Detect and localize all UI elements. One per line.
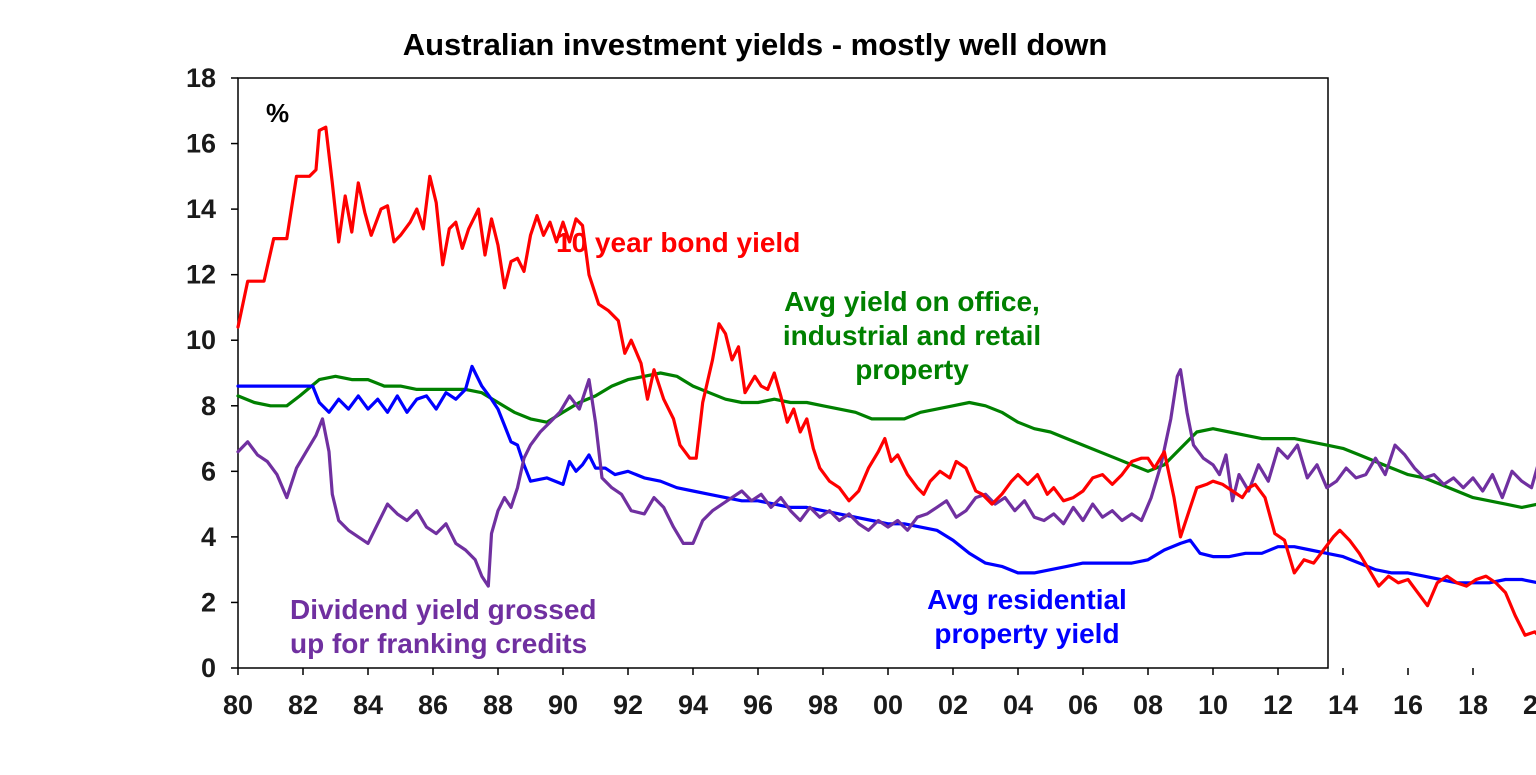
x-tick-label: 02: [938, 690, 968, 720]
x-tick-label: 12: [1263, 690, 1293, 720]
series-annotations: 10 year bond yield Avg yield on office,in…: [290, 227, 1127, 659]
annotation-bond-line: 10 year bond yield: [556, 227, 800, 258]
annotation-dividend-line: Dividend yield grossed: [290, 594, 597, 625]
annotation-residential-line: property yield: [934, 618, 1119, 649]
chart-title: Australian investment yields - mostly we…: [403, 27, 1108, 62]
x-tick-label: 18: [1458, 690, 1488, 720]
annotation-commercial-line: property: [855, 354, 969, 385]
x-tick-label: 14: [1328, 690, 1358, 720]
x-tick-label: 82: [288, 690, 318, 720]
annotation-commercial-line: industrial and retail: [783, 320, 1041, 351]
x-tick-label: 20: [1523, 690, 1536, 720]
y-tick-label: 2: [201, 587, 216, 617]
y-tick-label: 0: [201, 653, 216, 683]
annotation-dividend-line: up for franking credits: [290, 628, 587, 659]
series-layer: [236, 125, 1536, 637]
x-tick-label: 08: [1133, 690, 1163, 720]
x-tick-label: 10: [1198, 690, 1228, 720]
series-line-commercial: [236, 371, 1536, 509]
y-tick-label: 10: [186, 325, 216, 355]
x-tick-label: 16: [1393, 690, 1423, 720]
series-line-dividend: [236, 368, 1536, 588]
x-tick-label: 84: [353, 690, 383, 720]
y-axis-unit-label: %: [266, 98, 289, 128]
x-tick-label: 96: [743, 690, 773, 720]
y-tick-label: 12: [186, 260, 216, 290]
x-tick-label: 92: [613, 690, 643, 720]
x-tick-label: 06: [1068, 690, 1098, 720]
annotation-commercial-line: Avg yield on office,: [784, 286, 1040, 317]
series-line-bond: [236, 125, 1536, 637]
y-tick-label: 4: [201, 522, 216, 552]
x-tick-label: 00: [873, 690, 903, 720]
annotation-residential-line: Avg residential: [927, 584, 1127, 615]
y-axis: 0 2 4 6 8 10 12 14 16 18: [186, 63, 238, 683]
y-tick-label: 18: [186, 63, 216, 93]
x-tick-label: 88: [483, 690, 513, 720]
x-tick-label: 90: [548, 690, 578, 720]
x-tick-label: 98: [808, 690, 838, 720]
y-tick-label: 16: [186, 129, 216, 159]
y-tick-label: 14: [186, 194, 216, 224]
x-tick-label: 94: [678, 690, 708, 720]
x-axis: 80 82 84 86 88 90 92 94 96 98 00 02 04 06 08 10 12 14 16 18…: [223, 668, 1536, 720]
y-tick-label: 6: [201, 456, 216, 486]
plot-area-frame: [237, 77, 1329, 669]
y-tick-label: 8: [201, 391, 216, 421]
x-tick-label: 86: [418, 690, 448, 720]
x-tick-label: 04: [1003, 690, 1033, 720]
x-tick-label: 80: [223, 690, 253, 720]
